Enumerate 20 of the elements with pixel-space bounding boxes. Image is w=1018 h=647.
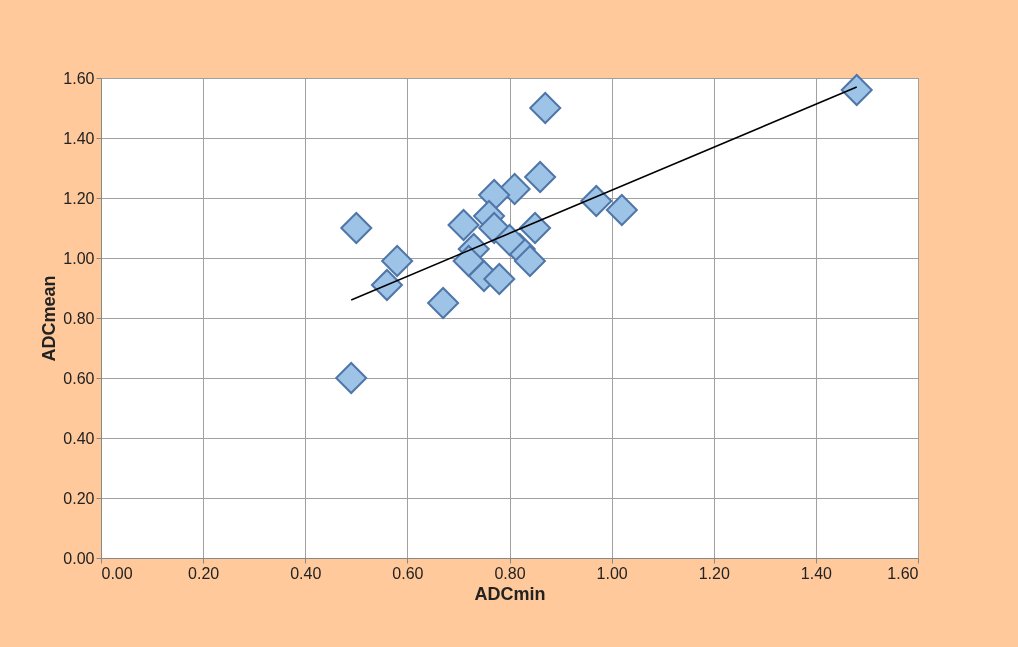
x-tick-label: 0.20: [188, 564, 220, 582]
y-tick-label: 0.80: [63, 309, 95, 327]
x-tick-label: 0.40: [290, 564, 322, 582]
y-tick-label: 1.60: [63, 69, 95, 87]
x-tick-label: 1.60: [887, 564, 919, 582]
x-tick-label: 0.80: [494, 564, 526, 582]
y-tick-label: 0.40: [63, 429, 95, 447]
x-tick-label: 0.00: [101, 564, 133, 582]
x-axis-title: ADCmin: [474, 583, 546, 604]
y-tick-label: 1.40: [63, 129, 95, 147]
x-tick-label: 0.60: [392, 564, 424, 582]
y-tick-label: 0.20: [63, 489, 95, 507]
y-tick-label: 0.60: [63, 369, 95, 387]
x-tick-label: 1.20: [698, 564, 730, 582]
x-tick-label: 1.40: [800, 564, 833, 582]
y-axis-title: ADCmean: [39, 275, 60, 362]
y-tick-label: 1.20: [63, 189, 95, 207]
y-tick-label: 1.00: [63, 249, 95, 267]
y-tick-label: 0.00: [63, 549, 95, 567]
x-tick-label: 1.00: [596, 564, 628, 582]
